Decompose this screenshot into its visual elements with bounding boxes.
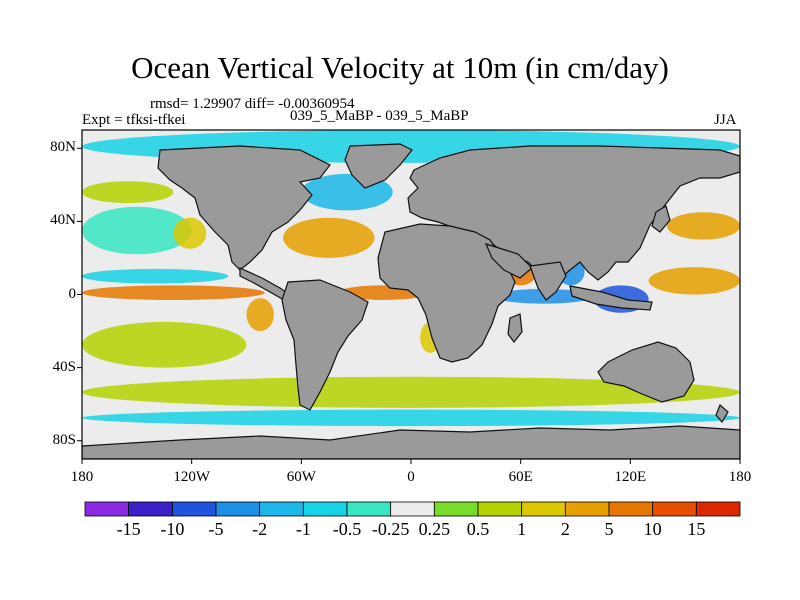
colorbar-label: 0.25 [418,519,451,539]
land-south-america [281,279,369,411]
lon-tick-label: 0 [407,469,415,485]
colorbar-label: -2 [252,519,268,539]
land-arabia [484,243,533,279]
lon-tick-label: 120E [614,469,647,485]
field-region-california-upwelling [173,217,207,249]
land-india [529,261,567,301]
colorbar-swatch [477,501,523,517]
field-region-pacific-north-equatorial [82,268,229,284]
colorbar-swatch [433,501,479,517]
colorbar-label: 15 [687,519,706,539]
colorbar-label: -5 [208,519,224,539]
field-region-north-pacific-kuroshio [666,212,740,240]
stats-line: rmsd= 1.29907 diff= -0.00360954 [150,96,355,112]
lon-tick-label: 60E [508,469,533,485]
land-eurasia [407,145,740,286]
field-region-north-pacific-subpolar [82,181,174,204]
plot-title: Ocean Vertical Velocity at 10m (in cm/da… [131,50,669,85]
colorbar-swatch [215,501,261,517]
colorbar-label: 10 [643,519,662,539]
land-japan [651,205,671,233]
field-region-north-atlantic-subtropical [283,217,375,258]
lon-tick-label: 180 [70,469,94,485]
lon-tick-label: 120W [173,469,210,485]
colorbar-swatch [564,501,610,517]
colorbar-label: 1 [517,519,527,539]
field-region-antarctic-coastal [82,409,740,427]
lat-tick-label: 40S [52,358,76,375]
colorbar-swatch [652,501,697,517]
land-north-america [157,145,331,271]
colorbar-swatch [346,501,392,517]
colorbar-swatch [302,501,348,517]
lat-tick-label: 80S [52,431,76,448]
case-label: 039_5_MaBP - 039_5_MaBP [290,108,469,124]
field-region-west-pacific-warm-pool [648,267,740,295]
land-madagascar [507,313,523,343]
colorbar-label: -15 [116,519,141,539]
colorbar-label: 5 [604,519,614,539]
colorbar-label: -10 [160,519,185,539]
colorbar-label: -0.5 [332,519,362,539]
land-new-zealand [715,403,729,424]
land-africa [377,223,516,363]
experiment-label: Expt = tfksi-tfkei [82,112,186,128]
colorbar-label: 2 [560,519,570,539]
colorbar-label: -0.25 [371,519,410,539]
lat-tick-label: 40N [50,212,76,229]
colorbar-swatch [608,501,654,517]
land-greenland [344,143,413,189]
colorbar-swatch [521,501,566,517]
field-region-north-pacific-subtropical [82,206,192,255]
lon-tick-label: 60W [286,469,316,485]
colorbar-swatch [171,501,217,517]
lon-tick-label: 180 [728,469,752,485]
season-label: JJA [714,112,737,128]
colorbar-label: -1 [295,519,311,539]
colorbar-swatch [695,501,741,517]
land-antarctica [82,425,740,459]
colorbar-swatch [84,501,130,517]
land-indonesia [569,285,653,311]
field-region-peru-upwelling [246,298,274,332]
colorbar-swatch [259,501,304,517]
field-region-pacific-equatorial [82,285,265,300]
field-region-south-pacific-subtropical [82,321,247,368]
field-region-southern-ocean-belt [82,376,740,408]
colorbar-swatch [128,501,173,517]
colorbar-label: 0.5 [466,519,490,539]
land-australia [597,341,695,403]
lat-tick-label: 80N [50,139,76,156]
lat-tick-label: 0 [68,285,77,302]
colorbar-swatch [390,501,435,517]
